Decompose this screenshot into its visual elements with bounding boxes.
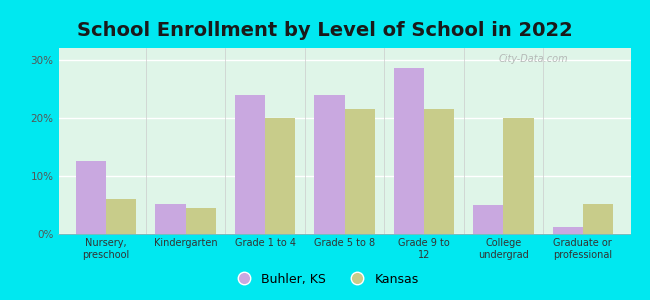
Bar: [424, 109, 454, 234]
Bar: [265, 118, 295, 234]
Legend: Buhler, KS, Kansas: Buhler, KS, Kansas: [226, 268, 424, 291]
Bar: [76, 161, 106, 234]
Bar: [155, 204, 186, 234]
Bar: [315, 94, 344, 234]
Text: City-Data.com: City-Data.com: [499, 54, 569, 64]
Bar: [473, 205, 503, 234]
Bar: [106, 199, 136, 234]
Bar: [235, 94, 265, 234]
Bar: [583, 204, 613, 234]
Text: School Enrollment by Level of School in 2022: School Enrollment by Level of School in …: [77, 21, 573, 40]
Bar: [503, 118, 534, 234]
Bar: [186, 208, 216, 234]
Bar: [344, 109, 374, 234]
Bar: [394, 68, 424, 234]
Bar: [552, 227, 583, 234]
